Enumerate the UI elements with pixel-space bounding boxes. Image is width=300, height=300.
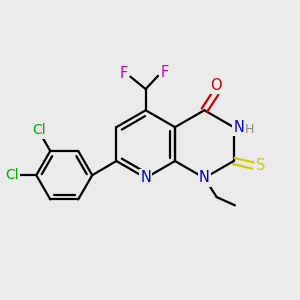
- Text: N: N: [233, 120, 244, 135]
- Text: Cl: Cl: [32, 123, 46, 137]
- Text: S: S: [256, 158, 266, 173]
- Text: F: F: [120, 66, 128, 81]
- Text: O: O: [210, 78, 221, 93]
- Text: Cl: Cl: [5, 168, 19, 182]
- Text: N: N: [140, 170, 151, 185]
- Text: F: F: [160, 65, 169, 80]
- Text: N: N: [199, 170, 210, 185]
- Text: H: H: [244, 123, 254, 136]
